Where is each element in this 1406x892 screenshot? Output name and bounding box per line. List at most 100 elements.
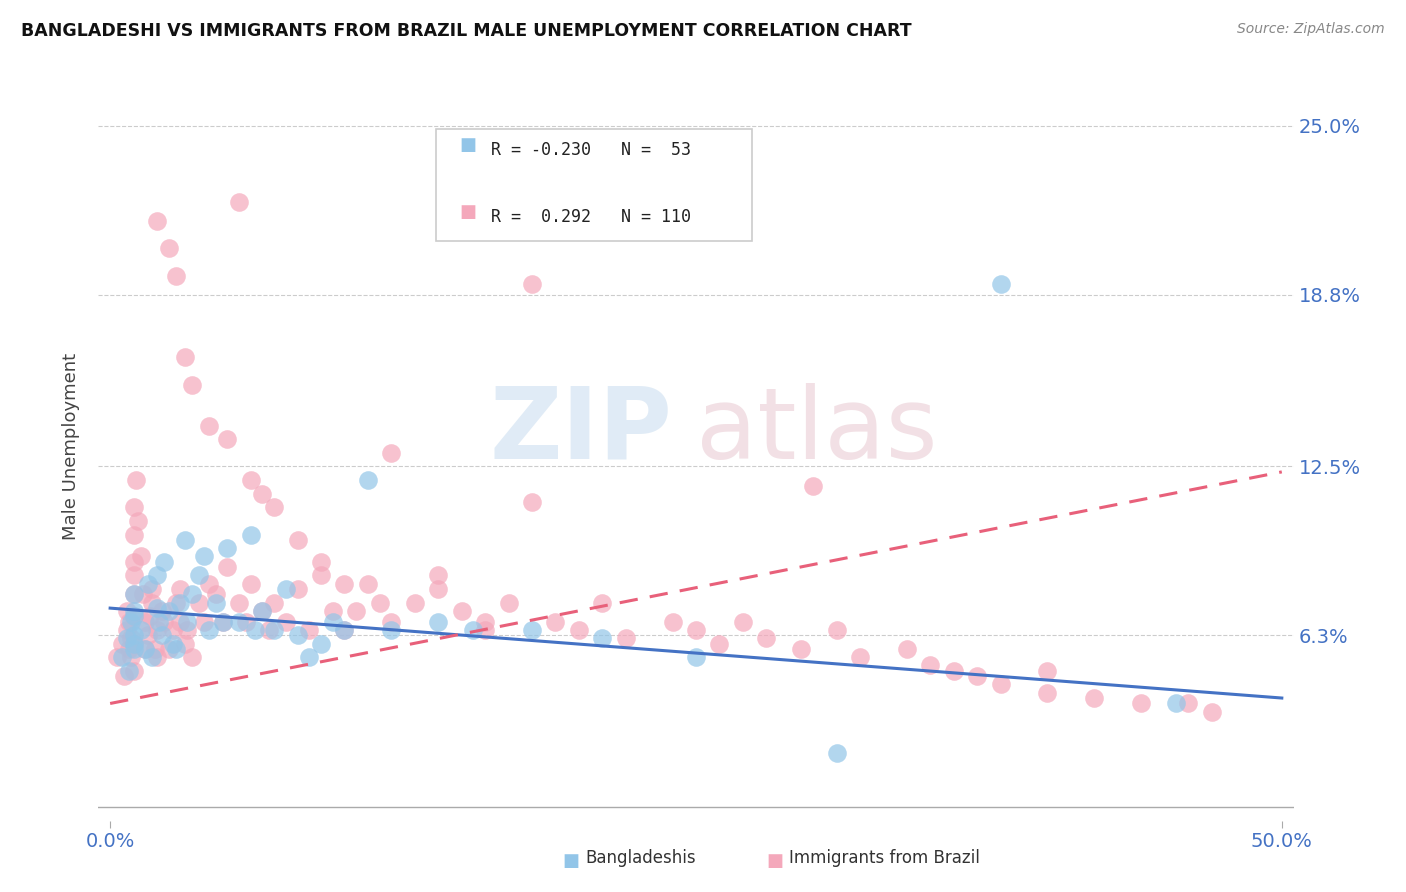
Point: [188, 596, 211, 610]
Point: [120, 631, 142, 645]
Point: [157, 604, 180, 618]
Point: [228, 615, 250, 629]
Point: [309, 555, 332, 569]
Point: [591, 596, 613, 610]
Point: [896, 642, 918, 657]
Point: [474, 623, 496, 637]
Point: [122, 636, 145, 650]
Point: [211, 615, 233, 629]
Point: [129, 623, 152, 637]
Text: Immigrants from Brazil: Immigrants from Brazil: [789, 849, 980, 867]
Y-axis label: Male Unemployment: Male Unemployment: [62, 352, 80, 540]
Point: [357, 473, 380, 487]
Point: [685, 623, 707, 637]
Point: [146, 650, 169, 665]
Point: [263, 623, 285, 637]
Point: [150, 604, 173, 618]
Point: [181, 377, 204, 392]
Point: [259, 623, 281, 637]
Point: [287, 533, 309, 547]
Point: [148, 615, 170, 629]
Point: [169, 615, 191, 629]
Text: ■: ■: [460, 203, 477, 221]
Point: [755, 631, 778, 645]
Text: atlas: atlas: [696, 383, 938, 480]
Text: ■: ■: [766, 852, 783, 870]
Text: ZIP: ZIP: [489, 383, 672, 480]
Point: [463, 623, 485, 637]
Point: [287, 628, 309, 642]
Point: [118, 615, 141, 629]
Point: [1177, 697, 1199, 711]
Point: [122, 587, 145, 601]
Point: [520, 277, 543, 291]
Point: [245, 623, 267, 637]
Point: [790, 642, 813, 657]
Point: [287, 582, 309, 596]
Point: [162, 636, 184, 650]
Point: [122, 628, 145, 642]
Point: [990, 677, 1012, 691]
Point: [1036, 685, 1059, 699]
Point: [825, 623, 848, 637]
Point: [498, 596, 520, 610]
Point: [427, 615, 450, 629]
Point: [157, 642, 180, 657]
Point: [357, 576, 380, 591]
Point: [188, 568, 211, 582]
Text: R = -0.230   N =  53: R = -0.230 N = 53: [491, 141, 690, 159]
Point: [122, 604, 145, 618]
Point: [118, 642, 141, 657]
Point: [197, 418, 219, 433]
Point: [1083, 691, 1105, 706]
Point: [193, 549, 215, 564]
Point: [709, 636, 731, 650]
Point: [122, 527, 145, 541]
Point: [1166, 697, 1188, 711]
Point: [322, 615, 344, 629]
Point: [252, 604, 274, 618]
Point: [298, 650, 321, 665]
Point: [193, 615, 215, 629]
Point: [139, 609, 162, 624]
Point: [115, 604, 138, 618]
Point: [235, 615, 257, 629]
Point: [118, 664, 141, 678]
Point: [169, 596, 191, 610]
Point: [333, 623, 356, 637]
Point: [239, 527, 262, 541]
Text: ■: ■: [460, 136, 477, 154]
Text: ■: ■: [562, 852, 579, 870]
Point: [1201, 705, 1223, 719]
Point: [165, 268, 187, 283]
Point: [174, 636, 197, 650]
Point: [204, 596, 226, 610]
Text: Bangladeshis: Bangladeshis: [585, 849, 696, 867]
Point: [181, 650, 204, 665]
Point: [239, 576, 262, 591]
Point: [122, 587, 145, 601]
Point: [450, 604, 472, 618]
Point: [169, 582, 191, 596]
Point: [127, 514, 149, 528]
Point: [115, 623, 138, 637]
Text: BANGLADESHI VS IMMIGRANTS FROM BRAZIL MALE UNEMPLOYMENT CORRELATION CHART: BANGLADESHI VS IMMIGRANTS FROM BRAZIL MA…: [21, 22, 911, 40]
Point: [132, 587, 155, 601]
Point: [157, 242, 180, 256]
Point: [122, 636, 145, 650]
Point: [217, 541, 239, 556]
Point: [252, 604, 274, 618]
Point: [849, 650, 872, 665]
Point: [111, 650, 134, 665]
Point: [211, 615, 233, 629]
Point: [111, 636, 134, 650]
Point: [122, 500, 145, 515]
Point: [176, 615, 198, 629]
Point: [1036, 664, 1059, 678]
Point: [801, 478, 824, 492]
Point: [380, 446, 402, 460]
Point: [263, 596, 285, 610]
Point: [165, 642, 187, 657]
Point: [661, 615, 683, 629]
Point: [141, 582, 163, 596]
